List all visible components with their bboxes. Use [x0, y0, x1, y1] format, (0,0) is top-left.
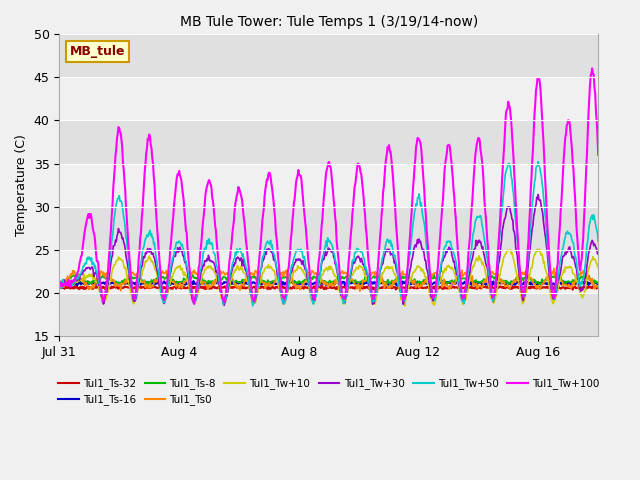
- Tul1_Tw+100: [175, 168, 183, 174]
- Tul1_Tw+100: [595, 152, 602, 157]
- Tul1_Ts-8: [56, 282, 63, 288]
- Tul1_Tw+10: [595, 264, 602, 270]
- Line: Tul1_Tw+100: Tul1_Tw+100: [60, 68, 598, 304]
- Bar: [60, 35, 598, 77]
- Text: MB_tule: MB_tule: [70, 45, 125, 58]
- Tul1_Ts0: [411, 278, 419, 284]
- Tul1_Ts-8: [121, 276, 129, 282]
- Y-axis label: Temperature (C): Temperature (C): [15, 134, 28, 236]
- Tul1_Ts-32: [292, 283, 300, 288]
- Tul1_Ts-32: [595, 284, 602, 289]
- Tul1_Tw+10: [204, 264, 212, 270]
- Tul1_Ts0: [204, 286, 212, 292]
- Tul1_Ts-32: [204, 284, 212, 290]
- Tul1_Ts-16: [56, 282, 63, 288]
- Tul1_Tw+10: [394, 281, 402, 287]
- Tul1_Tw+10: [411, 269, 419, 275]
- Tul1_Tw+10: [401, 303, 409, 309]
- Tul1_Tw+30: [175, 247, 183, 253]
- Tul1_Tw+50: [121, 218, 129, 224]
- Tul1_Ts0: [595, 285, 602, 290]
- Tul1_Ts-8: [595, 281, 602, 287]
- Tul1_Tw+30: [56, 278, 63, 284]
- Tul1_Ts-16: [65, 281, 73, 287]
- Tul1_Ts-16: [595, 281, 602, 287]
- Tul1_Ts-8: [205, 278, 212, 284]
- Tul1_Tw+50: [411, 209, 419, 215]
- Tul1_Tw+10: [121, 265, 129, 271]
- Line: Tul1_Ts-8: Tul1_Ts-8: [60, 274, 598, 285]
- Tul1_Tw+50: [175, 238, 183, 244]
- Tul1_Ts-16: [175, 281, 183, 287]
- Tul1_Ts-16: [342, 283, 350, 289]
- Tul1_Ts0: [356, 288, 364, 294]
- Tul1_Ts-8: [411, 276, 419, 282]
- Tul1_Ts-16: [204, 280, 212, 286]
- Line: Tul1_Tw+50: Tul1_Tw+50: [60, 162, 598, 306]
- Tul1_Tw+100: [588, 65, 596, 71]
- Tul1_Tw+50: [249, 303, 257, 309]
- Line: Tul1_Tw+30: Tul1_Tw+30: [60, 194, 598, 305]
- Tul1_Ts-32: [396, 285, 403, 291]
- Tul1_Tw+50: [395, 281, 403, 287]
- Line: Tul1_Ts-32: Tul1_Ts-32: [60, 286, 598, 289]
- Tul1_Ts0: [56, 282, 63, 288]
- Bar: [60, 293, 598, 336]
- Tul1_Ts-32: [412, 284, 419, 290]
- Tul1_Tw+10: [175, 263, 183, 269]
- Tul1_Tw+30: [121, 241, 129, 247]
- Tul1_Ts-32: [65, 285, 73, 290]
- Tul1_Ts0: [121, 279, 129, 285]
- Tul1_Tw+50: [56, 282, 63, 288]
- Tul1_Tw+30: [220, 302, 228, 308]
- Line: Tul1_Ts-16: Tul1_Ts-16: [60, 281, 598, 286]
- Tul1_Tw+100: [56, 283, 63, 289]
- Legend: Tul1_Ts-32, Tul1_Ts-16, Tul1_Ts-8, Tul1_Ts0, Tul1_Tw+10, Tul1_Tw+30, Tul1_Tw+50,: Tul1_Ts-32, Tul1_Ts-16, Tul1_Ts-8, Tul1_…: [54, 374, 604, 409]
- Tul1_Ts-8: [65, 276, 73, 282]
- Tul1_Tw+100: [411, 164, 419, 170]
- Tul1_Tw+50: [595, 239, 602, 244]
- Tul1_Ts0: [65, 277, 73, 283]
- Title: MB Tule Tower: Tule Temps 1 (3/19/14-now): MB Tule Tower: Tule Temps 1 (3/19/14-now…: [180, 15, 478, 29]
- Tul1_Ts0: [395, 273, 403, 279]
- Tul1_Tw+30: [395, 279, 403, 285]
- Tul1_Tw+10: [65, 278, 73, 284]
- Tul1_Ts-16: [395, 281, 403, 287]
- Bar: [60, 206, 598, 250]
- Tul1_Tw+30: [65, 280, 73, 286]
- Tul1_Ts0: [550, 265, 558, 271]
- Tul1_Tw+10: [534, 246, 541, 252]
- Tul1_Tw+30: [534, 192, 542, 197]
- Tul1_Tw+100: [190, 301, 198, 307]
- Tul1_Tw+30: [411, 244, 419, 250]
- Line: Tul1_Tw+10: Tul1_Tw+10: [60, 249, 598, 306]
- Tul1_Ts-32: [175, 285, 183, 291]
- Tul1_Ts-16: [588, 278, 595, 284]
- Tul1_Tw+30: [204, 258, 212, 264]
- Tul1_Ts-8: [163, 271, 171, 277]
- Tul1_Tw+10: [56, 277, 63, 283]
- Tul1_Tw+100: [205, 179, 212, 184]
- Tul1_Ts-32: [121, 284, 129, 289]
- Tul1_Ts-16: [411, 281, 419, 287]
- Tul1_Ts-32: [56, 284, 63, 289]
- Tul1_Tw+30: [595, 252, 602, 257]
- Tul1_Tw+50: [65, 279, 73, 285]
- Tul1_Tw+100: [395, 258, 403, 264]
- Line: Tul1_Ts0: Tul1_Ts0: [60, 268, 598, 291]
- Tul1_Tw+100: [121, 178, 129, 184]
- Tul1_Ts-8: [176, 279, 184, 285]
- Tul1_Tw+50: [534, 159, 542, 165]
- Tul1_Tw+50: [204, 241, 212, 247]
- Tul1_Ts-16: [121, 281, 129, 287]
- Bar: [60, 120, 598, 164]
- Tul1_Ts-8: [395, 276, 403, 282]
- Tul1_Ts-32: [343, 287, 351, 292]
- Tul1_Ts0: [175, 285, 183, 291]
- Tul1_Ts-8: [417, 282, 424, 288]
- Tul1_Tw+100: [65, 283, 73, 288]
